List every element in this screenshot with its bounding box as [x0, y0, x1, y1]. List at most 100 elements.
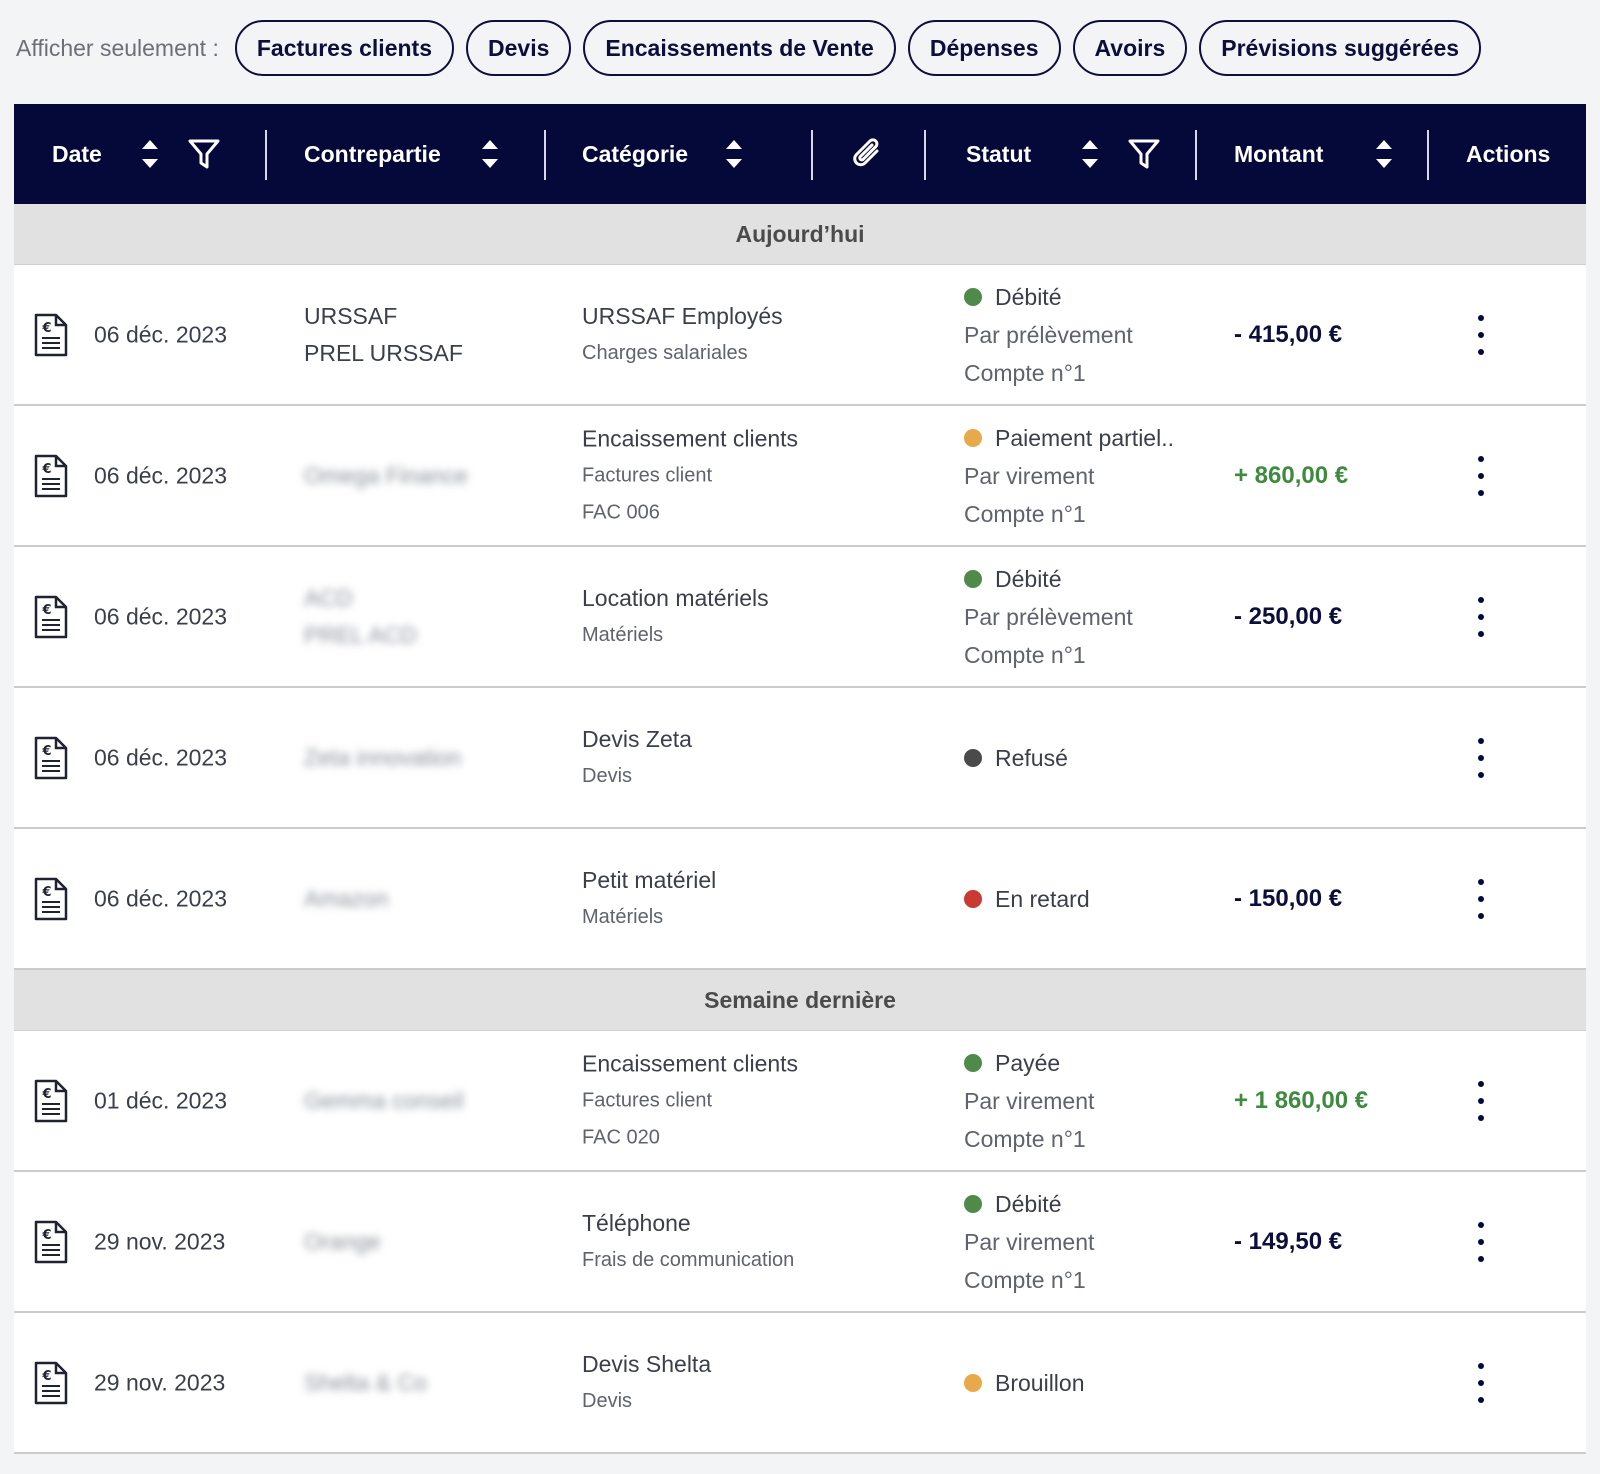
row-categorie: Encaissement clients Factures client FAC 0… — [582, 420, 798, 531]
row-statut: En retard — [964, 880, 1090, 918]
table-row[interactable]: €06 déc. 2023 Omega Finance Encaissement c… — [14, 406, 1586, 547]
table-row[interactable]: €06 déc. 2023 Zeta innovation Devis Zeta De… — [14, 688, 1586, 829]
status-detail: Compte n°1 — [964, 1125, 1086, 1152]
column-header-statut[interactable]: Statut — [966, 140, 1032, 167]
kebab-menu-icon[interactable] — [1469, 1221, 1493, 1262]
kebab-menu-icon[interactable] — [1469, 314, 1493, 355]
row-statut: Paiement partiel.. Par virement Compte n°1 — [964, 419, 1174, 533]
column-header-montant[interactable]: Montant — [1234, 140, 1324, 167]
categorie-detail: Factures client — [582, 1089, 713, 1111]
filter-icon[interactable] — [1126, 136, 1162, 172]
sort-icon[interactable] — [716, 136, 752, 172]
svg-text:€: € — [41, 1228, 51, 1243]
categorie-detail: Matériels — [582, 905, 664, 928]
filter-label: Afficher seulement : — [16, 34, 219, 61]
invoice-document-icon[interactable]: € — [34, 1079, 68, 1123]
categorie-detail: Factures client — [582, 464, 713, 486]
row-date: 29 nov. 2023 — [94, 1228, 226, 1254]
svg-text:€: € — [41, 1087, 51, 1102]
invoice-document-icon[interactable]: € — [34, 595, 68, 639]
table-row[interactable]: €29 nov. 2023 Shelta & Co Devis Shelta Devi… — [14, 1313, 1586, 1454]
kebab-menu-icon[interactable] — [1469, 1362, 1493, 1403]
chip-encaissements-vente[interactable]: Encaissements de Vente — [583, 20, 896, 76]
row-contrepartie: URSSAF PREL URSSAF — [304, 298, 463, 372]
contrepartie-line: PREL ACD — [304, 621, 417, 648]
categorie-detail: Frais de communication — [582, 1248, 795, 1271]
invoice-document-icon[interactable]: € — [34, 454, 68, 498]
row-contrepartie: Gemma conseil — [304, 1082, 464, 1119]
status-dot — [964, 1194, 982, 1213]
status-label: Refusé — [995, 744, 1068, 771]
sort-icon[interactable] — [132, 136, 168, 172]
contrepartie-line: Zeta innovation — [304, 744, 462, 770]
kebab-menu-icon[interactable] — [1469, 1080, 1493, 1121]
table-row[interactable]: €06 déc. 2023 ACD PREL ACD Location matérie… — [14, 547, 1586, 688]
categorie-detail: Devis — [582, 1389, 633, 1412]
chip-previsions-suggerees[interactable]: Prévisions suggérées — [1199, 20, 1482, 76]
table-row[interactable]: €29 nov. 2023 Orange Téléphone Frais de com… — [14, 1172, 1586, 1313]
row-montant: - 250,00 € — [1234, 602, 1343, 630]
sort-icon[interactable] — [1366, 136, 1402, 172]
status-badge: Débité — [964, 560, 1133, 598]
chip-avoirs[interactable]: Avoirs — [1072, 20, 1188, 76]
transactions-table: Date Contrepartie Catégorie Statut — [14, 104, 1586, 1454]
kebab-menu-icon[interactable] — [1469, 455, 1493, 496]
filter-icon[interactable] — [186, 136, 222, 172]
categorie-name: Petit matériel — [582, 866, 717, 893]
status-detail: Par virement — [964, 462, 1095, 489]
row-categorie: Encaissement clients Factures client FAC 0… — [582, 1045, 798, 1156]
sort-icon[interactable] — [472, 136, 508, 172]
status-badge: Débité — [964, 278, 1133, 316]
column-header-categorie[interactable]: Catégorie — [582, 140, 689, 167]
column-separator — [265, 130, 267, 180]
status-dot — [964, 428, 982, 447]
categorie-detail: FAC 006 — [582, 501, 660, 523]
group-header: Semaine dernière — [14, 970, 1586, 1031]
column-separator — [1195, 130, 1197, 180]
column-header-date[interactable]: Date — [52, 140, 102, 167]
column-header-contrepartie[interactable]: Contrepartie — [304, 140, 441, 167]
invoice-document-icon[interactable]: € — [34, 1220, 68, 1264]
categorie-detail: Matériels — [582, 623, 664, 646]
chip-depenses[interactable]: Dépenses — [907, 20, 1061, 76]
categorie-detail: Charges salariales — [582, 341, 748, 364]
sort-icon[interactable] — [1072, 136, 1108, 172]
status-label: Payée — [995, 1049, 1061, 1076]
row-categorie: Devis Shelta Devis — [582, 1346, 711, 1420]
categorie-name: Encaissement clients — [582, 1050, 799, 1076]
group-header: Aujourd’hui — [14, 204, 1586, 265]
invoice-document-icon[interactable]: € — [34, 1361, 68, 1405]
kebab-menu-icon[interactable] — [1469, 878, 1493, 919]
contrepartie-line: Orange — [304, 1228, 381, 1254]
table-row[interactable]: €06 déc. 2023 URSSAF PREL URSSAF URSSAF Emp… — [14, 265, 1586, 406]
filter-bar: Afficher seulement : Factures clients De… — [16, 20, 1482, 76]
status-badge: Paiement partiel.. — [964, 419, 1174, 457]
invoice-document-icon[interactable]: € — [34, 313, 68, 357]
contrepartie-line: ACD — [304, 584, 353, 611]
row-date: 06 déc. 2023 — [94, 744, 228, 770]
status-dot — [964, 569, 982, 588]
status-detail: Par prélèvement — [964, 321, 1133, 348]
row-statut: Brouillon — [964, 1364, 1085, 1402]
paperclip-icon[interactable] — [850, 136, 886, 172]
row-date: 06 déc. 2023 — [94, 462, 228, 488]
row-categorie: URSSAF Employés Charges salariales — [582, 298, 783, 372]
status-dot — [964, 1373, 982, 1392]
status-detail: Compte n°1 — [964, 1266, 1086, 1293]
svg-text:€: € — [41, 462, 51, 477]
table-row[interactable]: €01 déc. 2023 Gemma conseil Encaissement c… — [14, 1031, 1586, 1172]
kebab-menu-icon[interactable] — [1469, 737, 1493, 778]
status-label: Débité — [995, 1190, 1062, 1217]
row-categorie: Petit matériel Matériels — [582, 862, 716, 936]
categorie-name: Devis Zeta — [582, 725, 692, 752]
status-detail: Compte n°1 — [964, 641, 1086, 668]
table-row[interactable]: €06 déc. 2023 Amazon Petit matériel Matérie… — [14, 829, 1586, 970]
status-detail: Compte n°1 — [964, 359, 1086, 386]
invoice-document-icon[interactable]: € — [34, 736, 68, 780]
chip-devis[interactable]: Devis — [466, 20, 572, 76]
kebab-menu-icon[interactable] — [1469, 596, 1493, 637]
chip-factures-clients[interactable]: Factures clients — [234, 20, 454, 76]
invoice-document-icon[interactable]: € — [34, 877, 68, 921]
table-body: Aujourd’hui €06 déc. 2023 URSSAF PREL URSSA… — [14, 204, 1586, 1454]
contrepartie-line: Amazon — [304, 885, 389, 911]
